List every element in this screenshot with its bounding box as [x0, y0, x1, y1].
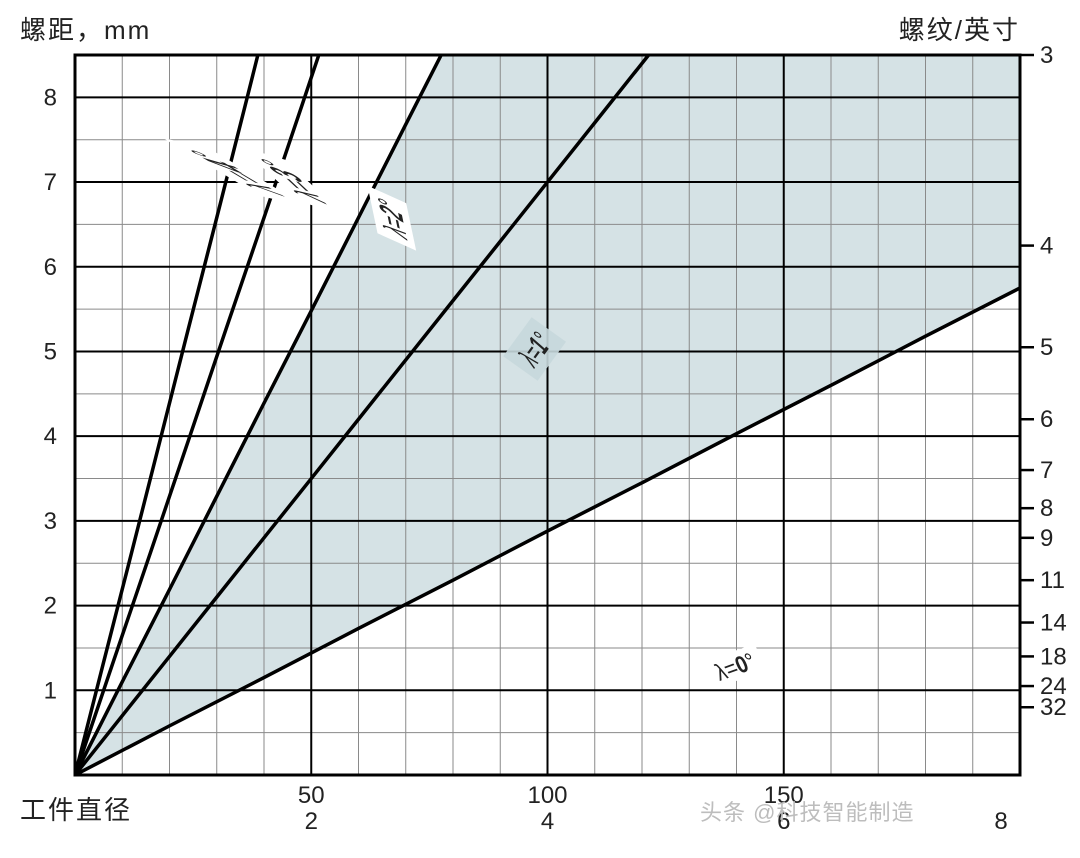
ytick-right: 5	[1040, 334, 1053, 361]
ytick-right: 6	[1040, 406, 1053, 433]
ytick-right: 14	[1040, 610, 1067, 637]
y-right-title: 螺纹/英寸	[899, 10, 1020, 47]
xtick: 50	[298, 782, 325, 809]
x-title: 工件直径	[20, 790, 132, 827]
xtick-secondary: 8	[994, 808, 1007, 835]
ytick-right: 9	[1040, 525, 1053, 552]
ytick-right: 8	[1040, 495, 1053, 522]
ytick-right: 4	[1040, 233, 1053, 260]
ytick-left: 8	[44, 84, 57, 111]
ytick-right: 32	[1040, 694, 1067, 721]
ytick-left: 1	[44, 677, 57, 704]
xtick-secondary: 2	[305, 808, 318, 835]
watermark: 头条 @科技智能制造	[700, 795, 914, 827]
ytick-right: 18	[1040, 643, 1067, 670]
ytick-left: 2	[44, 593, 57, 620]
ytick-left: 6	[44, 254, 57, 281]
ytick-left: 5	[44, 338, 57, 365]
chart-svg: λ=0°λ=1°λ=2°λ=3°λ=4°12345678345678911141…	[0, 0, 1080, 858]
ytick-left: 4	[44, 423, 57, 450]
ytick-left: 7	[44, 169, 57, 196]
y-left-title: 螺距，mm	[20, 10, 151, 47]
curve-label-lambda0: λ=0°	[699, 644, 770, 689]
xtick-secondary: 4	[541, 808, 554, 835]
ytick-left: 3	[44, 508, 57, 535]
ytick-right: 11	[1040, 567, 1065, 594]
ytick-right: 7	[1040, 457, 1053, 484]
thread-helix-chart: 螺距，mm 螺纹/英寸 工件直径 头条 @科技智能制造 λ=0°λ=1°λ=2°…	[0, 0, 1080, 858]
ytick-right: 3	[1040, 42, 1053, 69]
xtick: 100	[527, 782, 567, 809]
